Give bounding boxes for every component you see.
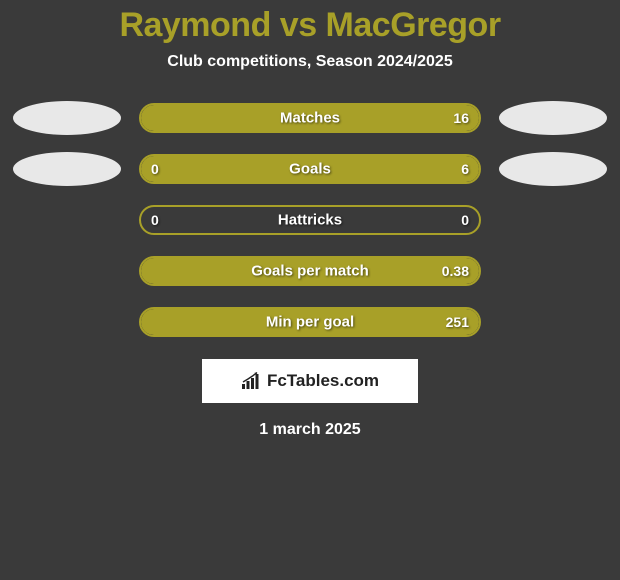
stat-label: Min per goal: [266, 314, 354, 331]
fctables-logo[interactable]: FcTables.com: [202, 359, 418, 403]
stat-bar-hattricks: 0 Hattricks 0: [139, 205, 481, 235]
chart-icon: [241, 372, 261, 390]
stat-label: Matches: [280, 110, 340, 127]
player-right-avatar: [499, 101, 607, 135]
stat-label: Hattricks: [278, 212, 342, 229]
player-left-avatar-2: [13, 152, 121, 186]
stat-right-value: 16: [453, 110, 469, 126]
stat-label: Goals per match: [251, 263, 369, 280]
avatar-spacer: [499, 203, 607, 237]
stat-right-value: 251: [446, 314, 469, 330]
stats-block: Matches 16 0 Goals 6 0 Hattricks 0: [0, 101, 620, 339]
stat-bar-goals: 0 Goals 6: [139, 154, 481, 184]
player-right-avatar-2: [499, 152, 607, 186]
stat-bar-matches: Matches 16: [139, 103, 481, 133]
stat-right-value: 0.38: [442, 263, 469, 279]
stat-right-value: 0: [461, 212, 469, 228]
stat-row: Matches 16: [0, 101, 620, 135]
page-title: Raymond vs MacGregor: [0, 6, 620, 45]
logo-text: FcTables.com: [267, 371, 379, 391]
stat-row: 0 Hattricks 0: [0, 203, 620, 237]
stat-bar-gpm: Goals per match 0.38: [139, 256, 481, 286]
bar-fill-right: [209, 156, 479, 182]
comparison-widget: Raymond vs MacGregor Club competitions, …: [0, 0, 620, 439]
date-label: 1 march 2025: [0, 421, 620, 439]
avatar-spacer: [13, 305, 121, 339]
avatar-spacer: [13, 254, 121, 288]
stat-left-value: 0: [151, 212, 159, 228]
subtitle: Club competitions, Season 2024/2025: [0, 53, 620, 71]
avatar-spacer: [499, 305, 607, 339]
stat-bar-mpg: Min per goal 251: [139, 307, 481, 337]
player-left-avatar: [13, 101, 121, 135]
stat-left-value: 0: [151, 161, 159, 177]
stat-right-value: 6: [461, 161, 469, 177]
stat-label: Goals: [289, 161, 331, 178]
avatar-spacer: [13, 203, 121, 237]
stat-row: Goals per match 0.38: [0, 254, 620, 288]
stat-row: 0 Goals 6: [0, 152, 620, 186]
stat-row: Min per goal 251: [0, 305, 620, 339]
avatar-spacer: [499, 254, 607, 288]
